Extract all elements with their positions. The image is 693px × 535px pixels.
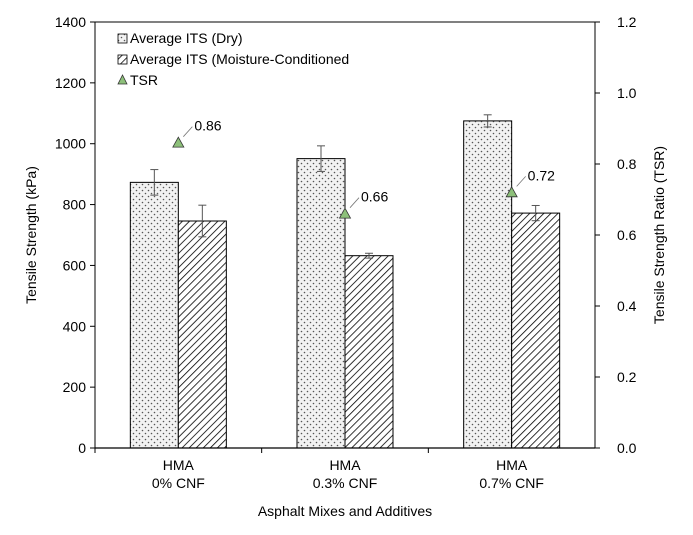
y-tick-label: 200: [63, 379, 87, 395]
bar-moisture: [511, 212, 561, 449]
y2-tick-label: 0.4: [617, 298, 637, 314]
bar-moisture: [344, 255, 394, 449]
tsr-leader-line: [516, 176, 526, 187]
legend-swatch-tsr: [117, 74, 128, 85]
y2-axis-title: Tensile Strength Ratio (TSR): [651, 146, 667, 324]
y2-tick-label: 0.0: [617, 440, 637, 456]
x-tick-label: HMA: [329, 457, 361, 473]
x-tick-label: HMA: [163, 457, 195, 473]
bar-dry: [463, 120, 513, 449]
y-tick-label: 0: [78, 440, 86, 456]
tsr-data-label: 0.66: [361, 189, 388, 205]
axes-layer: 0 200 400 600 800 1000 1200 1400 0.0 0.2 0.4 0.6 0.8…: [55, 14, 637, 491]
y-tick-label: 1000: [55, 136, 86, 152]
tsr-marker: [505, 186, 518, 198]
x-axis-title: Asphalt Mixes and Additives: [258, 503, 432, 519]
bar-dry: [296, 158, 346, 449]
x-tick-label: 0.7% CNF: [479, 475, 544, 491]
y-tick-label: 600: [63, 257, 87, 273]
y-tick-label: 1200: [55, 75, 86, 91]
y2-tick-label: 0.6: [617, 227, 637, 243]
y2-tick-label: 0.8: [617, 156, 637, 172]
bar-dry: [129, 181, 179, 449]
y2-tick-label: 0.2: [617, 369, 637, 385]
y2-tick-label: 1.2: [617, 14, 637, 30]
tsr-marker: [338, 207, 352, 219]
bars-layer: 0.86 0.66 0.72: [129, 114, 561, 449]
x-tick-label: 0.3% CNF: [313, 475, 378, 491]
tsr-leader-line: [349, 197, 360, 208]
legend-swatch-moisture: [117, 54, 128, 65]
y-tick-label: 400: [63, 318, 87, 334]
legend-label: Average ITS (Moisture-Conditioned: [130, 51, 349, 67]
y2-tick-label: 1.0: [617, 85, 637, 101]
y-axis-title: Tensile Strength (kPa): [23, 166, 39, 304]
y-tick-label: 1400: [55, 14, 86, 30]
tsr-leader-line: [183, 126, 193, 137]
legend-swatch-dry: [117, 33, 128, 44]
x-tick-label: HMA: [496, 457, 528, 473]
legend-label: Average ITS (Dry): [130, 30, 243, 46]
legend: Average ITS (Dry) Average ITS (Moisture-C…: [117, 30, 349, 88]
bar-moisture: [177, 220, 227, 449]
legend-label: TSR: [130, 72, 158, 88]
y-tick-label: 800: [63, 197, 87, 213]
tsr-marker: [172, 136, 185, 148]
tsr-data-label: 0.86: [194, 118, 221, 134]
x-tick-label: 0% CNF: [152, 475, 205, 491]
tsr-data-label: 0.72: [528, 167, 555, 183]
